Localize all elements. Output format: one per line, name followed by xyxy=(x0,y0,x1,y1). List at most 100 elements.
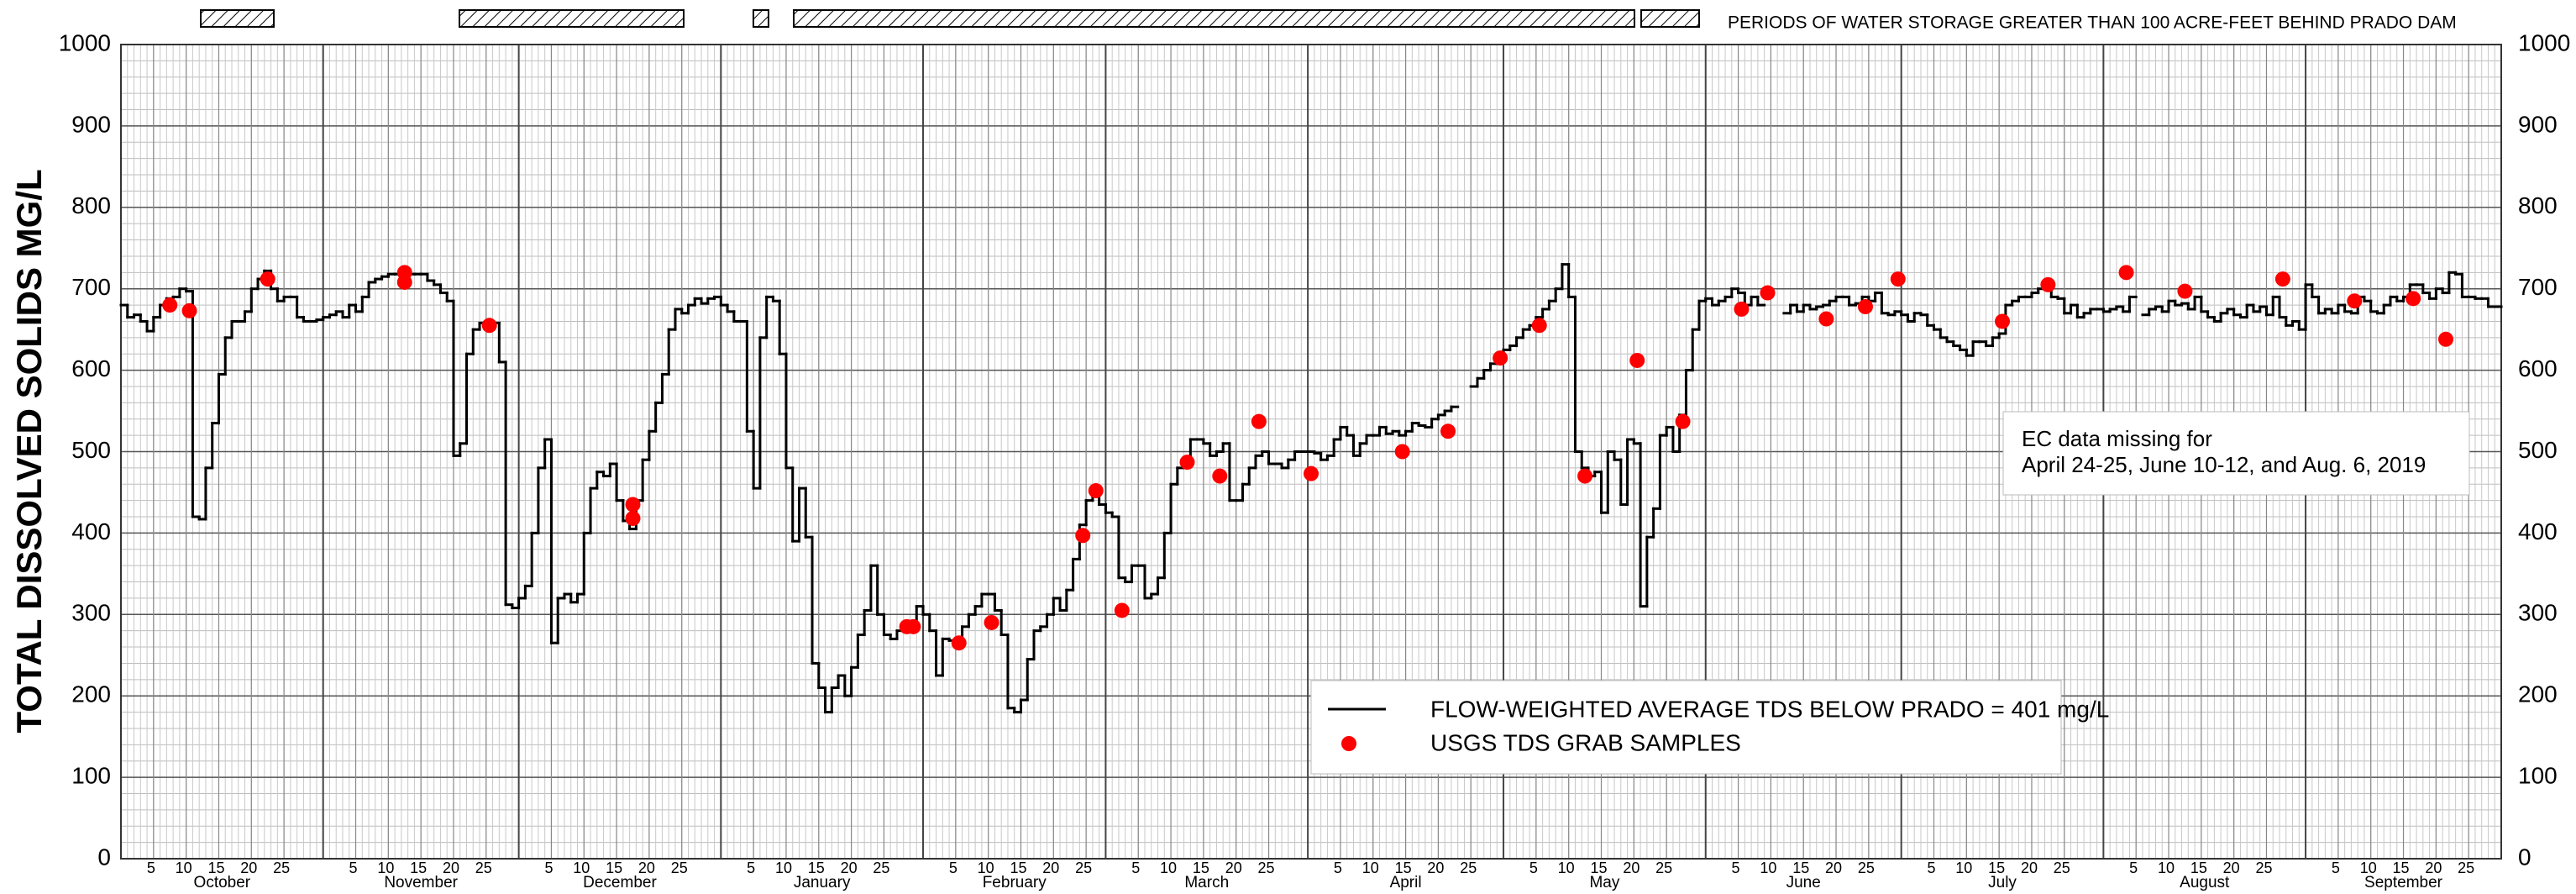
sample-point xyxy=(1088,483,1104,499)
x-tick-label: 5 xyxy=(349,860,358,876)
storage-period xyxy=(200,9,275,28)
x-tick-label: 5 xyxy=(2129,860,2138,876)
plot-border xyxy=(120,44,2502,860)
sample-point xyxy=(1818,311,1834,327)
x-tick-label: 20 xyxy=(2021,860,2038,876)
y-tick-label: 800 xyxy=(71,192,111,218)
month-label: July xyxy=(1988,874,2017,891)
y2-tick-label: 600 xyxy=(2518,355,2558,381)
sample-point xyxy=(951,635,967,651)
y2-tick-label: 800 xyxy=(2518,192,2558,218)
legend-label: FLOW-WEIGHTED AVERAGE TDS BELOW PRADO = … xyxy=(1430,696,2109,722)
sample-point xyxy=(2274,271,2290,287)
month-label: February xyxy=(983,874,1047,891)
sample-point xyxy=(1179,455,1195,471)
x-tick-label: 5 xyxy=(1732,860,1740,876)
sample-point xyxy=(1251,413,1267,429)
sample-point xyxy=(181,302,197,318)
month-label: January xyxy=(794,874,851,891)
x-tick-label: 20 xyxy=(2223,860,2240,876)
y-tick-label: 500 xyxy=(71,437,111,463)
x-tick-label: 20 xyxy=(1042,860,1059,876)
x-tick-label: 25 xyxy=(671,860,688,876)
sample-point xyxy=(1734,301,1750,317)
sample-point xyxy=(1760,285,1776,301)
x-tick-label: 15 xyxy=(1590,860,1607,876)
note-box xyxy=(2002,411,2470,496)
x-tick-label: 25 xyxy=(1460,860,1477,876)
sample-point xyxy=(984,614,999,630)
x-tick-label: 25 xyxy=(1258,860,1275,876)
x-tick-label: 25 xyxy=(2458,860,2474,876)
y2-tick-label: 400 xyxy=(2518,518,2558,544)
x-tick-label: 10 xyxy=(1558,860,1575,876)
overlay: FLOW-WEIGHTED AVERAGE TDS BELOW PRADO = … xyxy=(1310,411,2470,775)
x-tick-label: 10 xyxy=(1760,860,1776,876)
x-tick-label: 20 xyxy=(2425,860,2442,876)
x-tick-label: 20 xyxy=(638,860,655,876)
y-axis-title: TOTAL DISSOLVED SOLIDS MG/L xyxy=(9,169,49,733)
x-tick-label: 5 xyxy=(1131,860,1140,876)
x-tick-label: 10 xyxy=(775,860,792,876)
y2-tick-label: 500 xyxy=(2518,437,2558,463)
y2-tick-label: 700 xyxy=(2518,274,2558,300)
x-tick-label: 15 xyxy=(808,860,825,876)
sample-point xyxy=(1995,313,2011,329)
sample-point xyxy=(625,497,641,513)
sample-point xyxy=(2040,276,2056,292)
y-tick-label: 200 xyxy=(71,681,111,707)
x-tick-label: 5 xyxy=(1529,860,1538,876)
x-tick-label: 10 xyxy=(978,860,994,876)
storage-caption: PERIODS OF WATER STORAGE GREATER THAN 10… xyxy=(1728,13,2457,33)
y-tick-label: 600 xyxy=(71,355,111,381)
x-tick-label: 15 xyxy=(1792,860,1809,876)
x-tick-label: 25 xyxy=(1858,860,1875,876)
sample-point xyxy=(396,274,412,290)
sample-point xyxy=(2177,283,2193,299)
x-tick-label: 15 xyxy=(1988,860,2005,876)
x-tick-label: 25 xyxy=(873,860,889,876)
x-tick-label: 5 xyxy=(1927,860,1935,876)
month-label: August xyxy=(2180,874,2230,891)
x-tick-label: 25 xyxy=(475,860,492,876)
sample-point xyxy=(162,297,178,313)
sample-point xyxy=(1075,528,1091,544)
sample-point xyxy=(1212,468,1228,484)
sample-point xyxy=(1675,413,1691,429)
x-tick-label: 5 xyxy=(147,860,155,876)
sample-point xyxy=(1890,271,1906,287)
sample-point xyxy=(1114,602,1130,618)
x-tick-label: 20 xyxy=(1225,860,1242,876)
sample-point xyxy=(2118,265,2134,281)
x-tick-label: 5 xyxy=(1334,860,1342,876)
x-tick-label: 20 xyxy=(841,860,858,876)
x-tick-label: 20 xyxy=(1825,860,1842,876)
x-tick-label: 10 xyxy=(1955,860,1972,876)
sample-point xyxy=(1304,465,1319,481)
x-tick-label: 15 xyxy=(2393,860,2410,876)
y-tick-label: 700 xyxy=(71,274,111,300)
month-label: November xyxy=(384,874,458,891)
sample-point xyxy=(2405,291,2421,307)
storage-period xyxy=(459,9,685,28)
legend-box xyxy=(1310,680,2062,775)
x-tick-label: 20 xyxy=(240,860,257,876)
labels: 0 0 100 100 200 200 300 300 400 400 500 500 600 600 70… xyxy=(59,29,2571,891)
x-tick-label: 15 xyxy=(1193,860,1209,876)
sample-point xyxy=(1394,444,1410,460)
x-tick-label: 15 xyxy=(606,860,622,876)
x-tick-label: 10 xyxy=(2360,860,2377,876)
x-tick-label: 25 xyxy=(1655,860,1672,876)
x-tick-label: 5 xyxy=(747,860,755,876)
x-tick-label: 5 xyxy=(949,860,957,876)
storage-period xyxy=(1640,9,1700,28)
x-tick-label: 10 xyxy=(377,860,394,876)
y-tick-label: 400 xyxy=(71,518,111,544)
sample-point xyxy=(905,618,921,634)
storage-period xyxy=(793,9,1635,28)
y2-tick-label: 200 xyxy=(2518,681,2558,707)
x-tick-label: 5 xyxy=(544,860,553,876)
x-tick-label: 15 xyxy=(1010,860,1026,876)
legend-label: USGS TDS GRAB SAMPLES xyxy=(1430,729,1741,755)
x-tick-label: 10 xyxy=(1362,860,1379,876)
